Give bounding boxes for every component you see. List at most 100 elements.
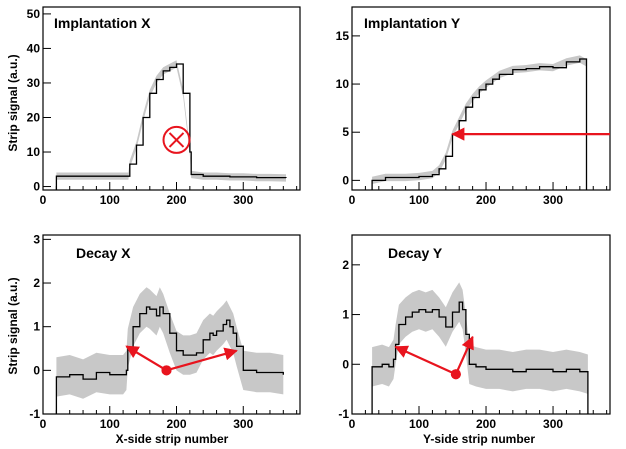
data-point [163, 313, 164, 314]
data-point [418, 176, 419, 177]
data-point [445, 156, 446, 157]
annotation-arrow [454, 335, 474, 375]
series-line [371, 301, 589, 414]
data-point [156, 79, 157, 80]
y-tick-label: 10 [336, 77, 350, 91]
plot-area [55, 60, 287, 190]
data-point [566, 369, 567, 370]
x-tick-label: 300 [543, 417, 563, 431]
data-point [459, 302, 460, 303]
data-point [566, 61, 567, 62]
y-tick-label: -1 [29, 407, 40, 421]
data-point [189, 151, 190, 152]
data-point [485, 369, 486, 370]
data-point [372, 366, 373, 367]
data-point [209, 333, 210, 334]
panel-implantation-y: 0 100 200 300 0 5 10 15 [336, 6, 611, 207]
data-point [233, 333, 234, 334]
data-point [587, 374, 588, 375]
data-point [439, 168, 440, 169]
x-tick-label: 200 [166, 417, 186, 431]
data-point [579, 58, 580, 59]
data-point [203, 339, 204, 340]
y-tick-label: 40 [27, 41, 41, 55]
x-axis-label: X-side strip number [116, 432, 229, 446]
data-point [283, 374, 284, 375]
plot-frame [351, 234, 611, 415]
y-tick-label: 2 [342, 258, 349, 272]
data-point [129, 164, 130, 165]
data-point [146, 306, 147, 307]
data-point [425, 312, 426, 313]
data-point [539, 66, 540, 67]
data-point [499, 369, 500, 370]
data-point [395, 344, 396, 345]
x-tick-label: 100 [100, 193, 120, 207]
data-point [452, 312, 453, 313]
data-point [439, 316, 440, 317]
data-point [499, 74, 500, 75]
y-tick-label: 15 [336, 29, 350, 43]
data-point [285, 177, 286, 178]
data-point [243, 176, 244, 177]
data-point [156, 315, 157, 316]
data-point [183, 355, 184, 356]
panel-implantation-x: 0 100 200 300 0 10 20 30 40 50 [27, 6, 301, 207]
y-tick-label: 50 [27, 7, 41, 21]
x-tick-label: 100 [100, 417, 120, 431]
data-point [128, 176, 129, 177]
data-point [526, 68, 527, 69]
data-point [432, 309, 433, 310]
data-point [126, 370, 127, 371]
data-point [176, 63, 177, 64]
data-point [412, 312, 413, 313]
data-point [216, 176, 217, 177]
data-point [213, 335, 214, 336]
series-line [55, 63, 287, 190]
x-tick-label: 100 [409, 193, 429, 207]
y-tick-label: 10 [27, 145, 41, 159]
data-point [109, 374, 110, 375]
data-point [56, 376, 57, 377]
chart-title: Decay Y [388, 245, 443, 261]
data-point [196, 352, 197, 353]
data-point [96, 372, 97, 373]
data-point [149, 309, 150, 310]
y-tick-label: 5 [342, 125, 349, 139]
x-tick-label: 300 [543, 193, 563, 207]
data-point [382, 364, 383, 365]
x-axis-label: Y-side strip number [423, 432, 535, 446]
data-point [385, 177, 386, 178]
y-tick-label: 0 [342, 173, 349, 187]
y-tick-label: -1 [338, 407, 349, 421]
data-point [176, 350, 177, 351]
series-line [371, 58, 588, 190]
data-point [586, 62, 587, 63]
data-point [123, 374, 124, 375]
data-point [405, 316, 406, 317]
data-point [388, 366, 389, 367]
x-tick-label: 0 [40, 417, 47, 431]
data-point [243, 370, 244, 371]
plot-area [371, 282, 589, 414]
annotation-arrow [125, 345, 168, 372]
data-point [512, 69, 513, 70]
data-point [398, 324, 399, 325]
data-point [149, 93, 150, 94]
annotation-arrow [394, 345, 457, 376]
plot-frame [42, 6, 301, 191]
x-tick-label: 300 [233, 417, 253, 431]
plot-area [371, 55, 588, 190]
annotation-arrow [166, 347, 238, 372]
data-point [526, 369, 527, 370]
data-point [475, 366, 476, 367]
uncertainty-band [372, 282, 588, 414]
data-point [552, 371, 553, 372]
plot-frame [351, 6, 611, 191]
x-tick-label: 200 [166, 193, 186, 207]
data-point [69, 374, 70, 375]
x-tick-label: 0 [40, 193, 47, 207]
data-point [472, 97, 473, 98]
series-line [55, 306, 284, 414]
data-point [83, 379, 84, 380]
